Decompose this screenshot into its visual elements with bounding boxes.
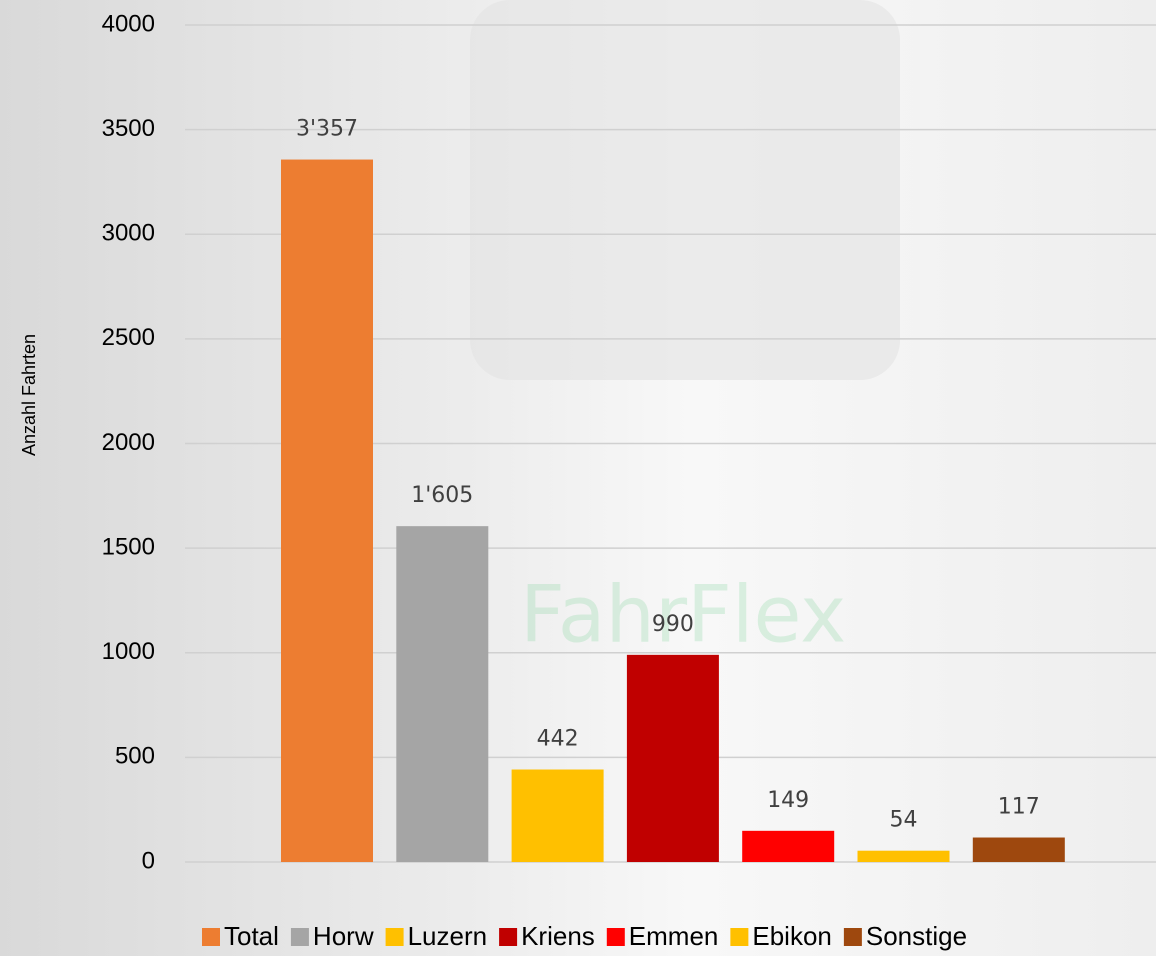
data-label: 990 <box>652 612 694 637</box>
bar <box>396 526 489 862</box>
legend-swatch <box>385 928 404 946</box>
legend-swatch <box>290 928 309 946</box>
legend-label: Total <box>224 921 279 951</box>
y-tick-label: 500 <box>115 743 155 770</box>
bar <box>742 830 835 862</box>
y-tick-label: 4000 <box>102 10 155 37</box>
legend-label: Emmen <box>629 921 719 951</box>
data-label: 3'357 <box>296 117 358 142</box>
y-tick-label: 3500 <box>102 115 155 142</box>
y-tick-label: 2500 <box>102 324 155 351</box>
y-tick-label: 1000 <box>102 638 155 665</box>
legend-label: Kriens <box>521 921 595 951</box>
legend-swatch <box>843 928 862 946</box>
legend-swatch <box>606 928 625 946</box>
y-tick-label: 1500 <box>102 533 155 560</box>
legend-swatch <box>499 928 518 946</box>
y-axis-title: Anzahl Fahrten <box>19 334 39 456</box>
legend-label: Sonstige <box>866 921 967 951</box>
y-tick-label: 0 <box>142 847 155 874</box>
y-tick-label: 3000 <box>102 220 155 247</box>
data-label: 149 <box>767 788 809 813</box>
bar <box>857 850 950 862</box>
bar <box>626 654 719 862</box>
legend-label: Luzern <box>408 921 488 951</box>
data-label: 1'605 <box>411 483 473 508</box>
watermark: FahrFlex <box>520 570 846 660</box>
legend-swatch <box>202 928 220 946</box>
background-window <box>470 0 900 380</box>
legend-label: Ebikon <box>752 921 832 951</box>
bar <box>972 837 1065 862</box>
data-label: 117 <box>998 795 1040 820</box>
bar <box>281 159 373 863</box>
legend-swatch <box>730 928 749 946</box>
y-tick-label: 2000 <box>102 429 155 456</box>
data-label: 442 <box>537 727 579 752</box>
data-label: 54 <box>890 808 918 833</box>
legend-label: Horw <box>313 921 374 951</box>
bar <box>511 769 604 862</box>
